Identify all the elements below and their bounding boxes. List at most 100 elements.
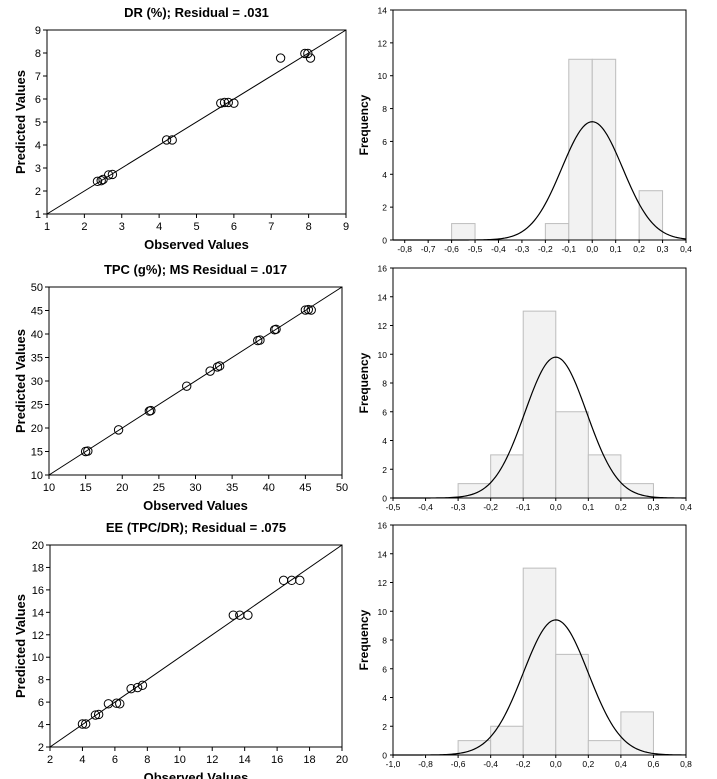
y-axis-label: Predicted Values <box>13 70 28 174</box>
y-tick-label: 2 <box>38 742 44 754</box>
histogram-bar <box>555 411 589 499</box>
histogram-bar <box>522 567 557 756</box>
scatter-plot-0: 1 2 3 4 5 6 7 8 9 1 2 3 4 5 6 7 8 9 DR (%); Residual = .03… <box>13 5 349 252</box>
x-tick-label: 15 <box>80 482 92 494</box>
x-axis-label: Observed Values <box>143 498 248 513</box>
data-point <box>271 324 281 334</box>
x-tick-label: 16 <box>271 754 283 766</box>
y-axis-label: Predicted Values <box>13 594 28 698</box>
y-tick-label: 6 <box>382 137 387 147</box>
y-tick-label: 30 <box>31 376 43 388</box>
y-tick-label: 14 <box>32 607 44 619</box>
x-tick-label: 0,2 <box>633 244 645 254</box>
x-tick-label: 3 <box>119 221 125 233</box>
histogram-bar <box>544 223 570 241</box>
y-tick-label: 16 <box>378 521 388 531</box>
y-tick-label: 12 <box>378 38 388 48</box>
y-tick-label: 2 <box>382 203 387 213</box>
data-point <box>205 366 215 376</box>
data-point <box>167 135 177 145</box>
x-tick-label: 9 <box>343 221 349 233</box>
y-tick-label: 2 <box>382 465 387 475</box>
y-tick-label: 4 <box>38 720 44 732</box>
data-point <box>182 381 192 391</box>
data-point <box>90 710 101 720</box>
data-point <box>77 719 88 729</box>
x-tick-label: 5 <box>193 221 199 233</box>
data-point <box>214 361 225 371</box>
y-tick-label: 8 <box>382 104 387 114</box>
x-tick-label: 12 <box>206 754 218 766</box>
y-tick-label: 4 <box>382 693 387 703</box>
data-point <box>83 446 93 456</box>
data-point <box>137 680 148 690</box>
x-tick-label: -0,8 <box>418 759 433 769</box>
y-tick-label: 4 <box>35 140 41 152</box>
histogram-5: -1,0 -0,8 -0,6 -0,4 -0,2 0,0 0,2 0,4 0,6 0,8 0 2 4 6 8… <box>357 521 692 770</box>
x-tick-label: 2 <box>81 221 87 233</box>
plot-frame <box>392 9 687 241</box>
y-tick-label: 40 <box>31 329 43 341</box>
x-tick-label: 0,0 <box>550 759 562 769</box>
data-point <box>115 699 125 709</box>
y-tick-label: 12 <box>378 321 388 331</box>
histogram-bar <box>591 58 617 241</box>
data-point <box>113 425 124 435</box>
y-tick-label: 3 <box>35 163 41 175</box>
x-tick-label: 8 <box>144 754 150 766</box>
y-tick-label: 45 <box>31 306 43 318</box>
x-axis-label: Observed Values <box>144 770 249 779</box>
x-tick-label: 0,2 <box>582 759 594 769</box>
y-tick-label: 16 <box>378 264 388 274</box>
y-tick-label: 14 <box>378 292 388 302</box>
x-tick-label: -0,3 <box>451 502 466 512</box>
y-tick-label: 8 <box>35 48 41 60</box>
y-tick-label: 50 <box>31 282 43 294</box>
x-tick-label: 6 <box>112 754 118 766</box>
data-point <box>103 170 114 180</box>
histogram-bar <box>555 653 589 756</box>
data-point <box>255 335 265 345</box>
x-tick-label: 6 <box>231 221 237 233</box>
x-tick-label: 8 <box>306 221 312 233</box>
x-tick-label: 0,0 <box>550 502 562 512</box>
y-tick-label: 7 <box>35 71 41 83</box>
x-tick-label: -0,4 <box>491 244 506 254</box>
y-tick-label: 15 <box>31 447 43 459</box>
x-tick-label: 4 <box>156 221 162 233</box>
y-tick-label: 8 <box>38 675 44 687</box>
data-point <box>303 48 313 59</box>
histogram-bar <box>451 223 476 241</box>
x-tick-label: 7 <box>268 221 274 233</box>
data-point <box>161 135 172 145</box>
y-tick-label: 14 <box>378 6 388 16</box>
x-tick-label: -0,4 <box>483 759 498 769</box>
y-tick-label: 12 <box>32 630 44 642</box>
data-point <box>228 610 239 620</box>
y-tick-label: 8 <box>382 636 387 646</box>
y-tick-label: 10 <box>31 470 43 482</box>
x-tick-label: 10 <box>174 754 186 766</box>
y-tick-label: 4 <box>382 436 387 446</box>
fit-line <box>49 544 343 748</box>
x-tick-label: -0,1 <box>516 502 531 512</box>
x-tick-label: 20 <box>336 754 348 766</box>
y-tick-label: 6 <box>382 407 387 417</box>
x-tick-label: 10 <box>43 482 55 494</box>
x-tick-label: -1,0 <box>386 759 401 769</box>
data-point <box>278 575 289 586</box>
x-tick-label: 0,6 <box>648 759 660 769</box>
data-point <box>93 709 104 720</box>
y-axis-label: Frequency <box>357 94 371 155</box>
x-tick-label: 14 <box>239 754 251 766</box>
y-tick-label: 10 <box>378 607 388 617</box>
data-point <box>303 304 314 315</box>
plot-frame <box>49 544 343 748</box>
data-point <box>132 682 143 693</box>
y-axis-label: Frequency <box>357 609 371 670</box>
x-tick-label: 4 <box>79 754 85 766</box>
fit-line <box>48 286 343 476</box>
y-tick-label: 6 <box>382 664 387 674</box>
data-point <box>107 169 118 180</box>
data-point <box>216 98 226 108</box>
